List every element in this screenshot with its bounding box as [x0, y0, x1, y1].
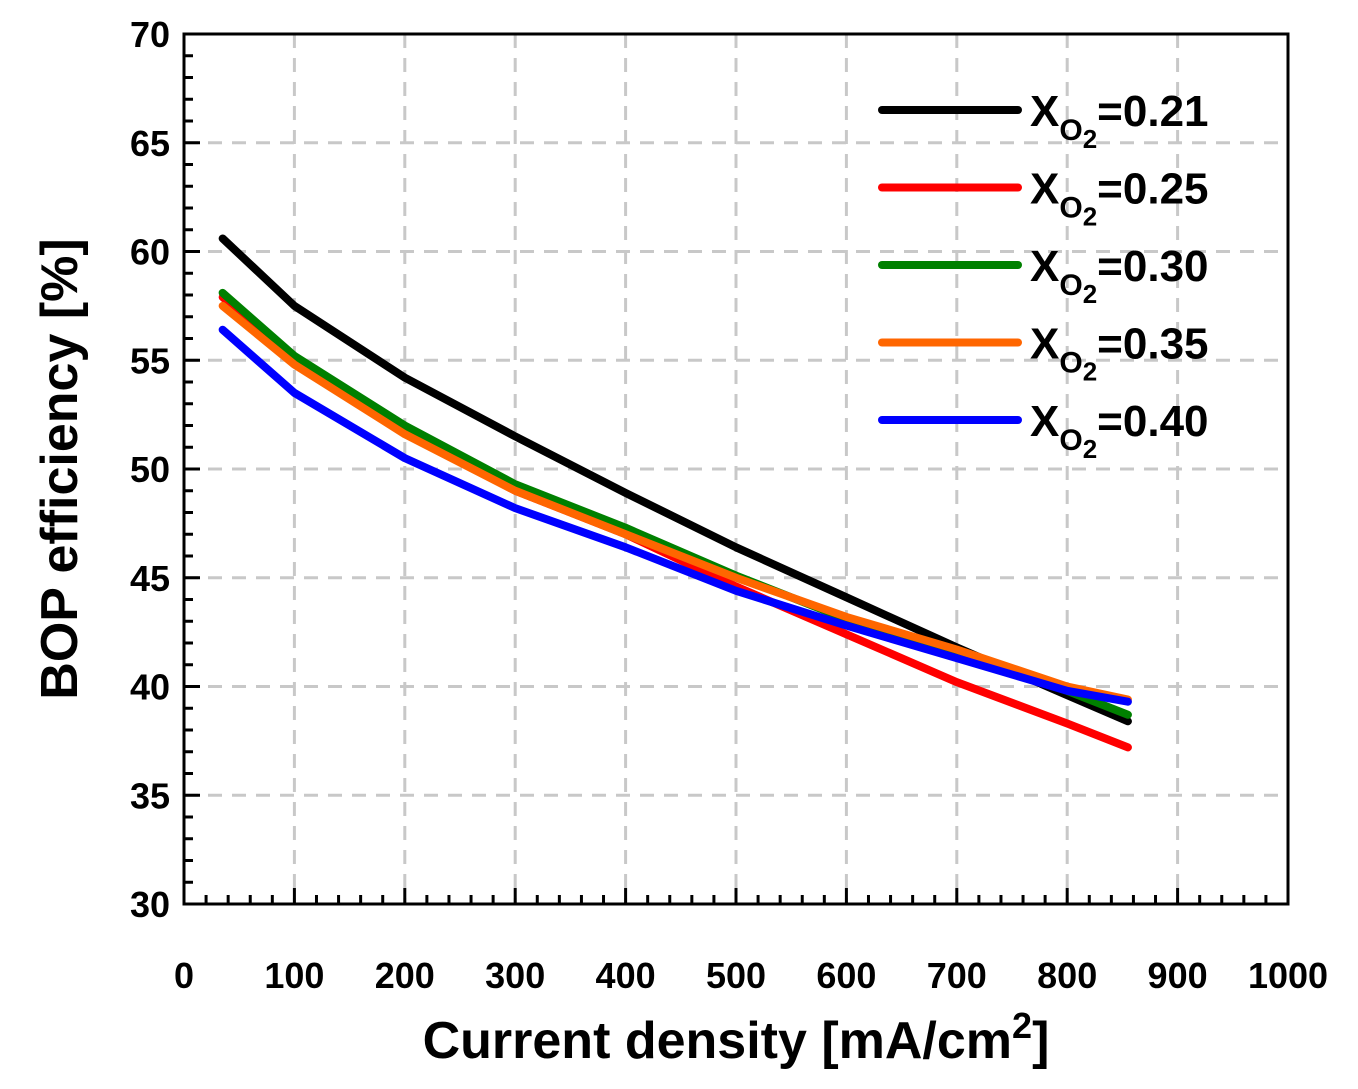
legend-label-prefix: X: [1030, 320, 1059, 369]
legend-label-value: =0.25: [1097, 165, 1208, 214]
y-tick-label: 30: [130, 884, 170, 925]
legend-label-prefix: X: [1030, 242, 1059, 291]
x-tick-label: 800: [1037, 955, 1097, 996]
series-line-5: [218, 325, 1132, 706]
legend-label: XO2=0.21: [1030, 87, 1209, 154]
x-axis-label-main: Current density [mA/cm: [423, 1012, 1012, 1070]
y-tick-label: 55: [130, 340, 170, 381]
legend-label-sub: O: [1059, 347, 1082, 380]
series-line-4: [218, 301, 1132, 704]
plot-frame: [182, 32, 1290, 906]
x-tick-label: 700: [927, 955, 987, 996]
y-axis-label: BOP efficiency [%]: [31, 238, 89, 699]
legend-label-subsub: 2: [1083, 124, 1097, 154]
series-line-2: [218, 293, 1132, 752]
x-tick-label: 1000: [1248, 955, 1328, 996]
legend-label-sub: O: [1059, 269, 1082, 302]
y-tick-label: 50: [130, 449, 170, 490]
legend-label: XO2=0.30: [1030, 242, 1209, 309]
y-tick-label: 40: [130, 667, 170, 708]
series-line-3: [218, 288, 1132, 719]
grid: [184, 34, 1288, 904]
legend-label-value: =0.30: [1097, 242, 1208, 291]
legend-label-prefix: X: [1030, 165, 1059, 214]
x-axis-label-sup: 2: [1012, 1005, 1032, 1046]
legend-label-subsub: 2: [1083, 357, 1097, 387]
y-tick-label: 60: [130, 232, 170, 273]
legend-label-value: =0.40: [1097, 397, 1208, 446]
legend-label-value: =0.35: [1097, 320, 1208, 369]
y-tick-label: 45: [130, 558, 170, 599]
legend-label-sub: O: [1059, 424, 1082, 457]
legend-label-prefix: X: [1030, 87, 1059, 136]
legend-label: XO2=0.25: [1030, 165, 1209, 232]
x-axis-label: Current density [mA/cm2]: [423, 1005, 1050, 1070]
x-axis-label-end: ]: [1032, 1012, 1049, 1070]
x-tick-label: 500: [706, 955, 766, 996]
legend-label-sub: O: [1059, 192, 1082, 225]
legend-label-prefix: X: [1030, 397, 1059, 446]
tick-labels: 0 100 200 300 400 500 600 700 800 900 1000 30 35 40 45…: [130, 14, 1328, 996]
x-tick-label: 600: [816, 955, 876, 996]
legend-label-value: =0.21: [1097, 87, 1208, 136]
legend-label-subsub: 2: [1083, 202, 1097, 232]
x-tick-label: 900: [1148, 955, 1208, 996]
x-tick-label: 200: [375, 955, 435, 996]
x-tick-label: 0: [174, 955, 194, 996]
x-tick-label: 100: [264, 955, 324, 996]
y-tick-label: 70: [130, 14, 170, 55]
x-tick-label: 400: [596, 955, 656, 996]
x-tick-label: 300: [485, 955, 545, 996]
y-tick-label: 35: [130, 775, 170, 816]
series-lines: [218, 234, 1132, 752]
legend-label-subsub: 2: [1083, 279, 1097, 309]
legend-label: XO2=0.35: [1030, 320, 1209, 387]
legend-label: XO2=0.40: [1030, 397, 1209, 464]
legend-label-subsub: 2: [1083, 434, 1097, 464]
y-tick-label: 65: [130, 123, 170, 164]
series-line-1: [218, 234, 1132, 726]
legend-label-sub: O: [1059, 114, 1082, 147]
